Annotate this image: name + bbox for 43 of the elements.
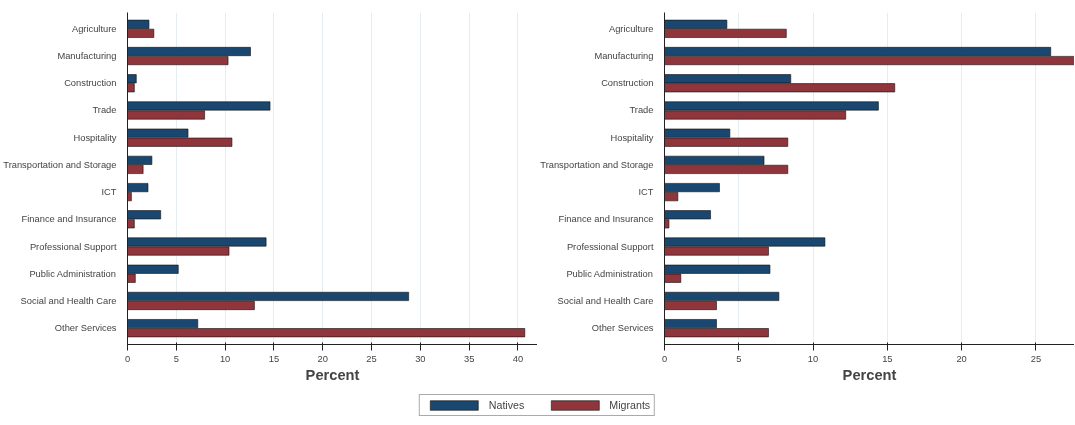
y-tick-label: Social and Health Care: [20, 295, 117, 306]
x-axis-title: Percent: [305, 366, 360, 383]
y-tick-label: ICT: [101, 187, 117, 198]
x-tick-label: 5: [736, 353, 742, 364]
y-tick-label: Public Administration: [566, 268, 653, 279]
y-tick-label: Manufacturing: [57, 51, 117, 62]
x-tick-label: 20: [956, 353, 967, 364]
y-tick-label: Agriculture: [608, 23, 654, 34]
y-tick-label: Professional Support: [29, 241, 117, 252]
y-tick-label: Transportation and Storage: [3, 159, 117, 170]
y-tick-label: Other Services: [591, 323, 654, 334]
x-tick-label: 35: [463, 353, 475, 364]
y-tick-label: Trade: [92, 105, 117, 116]
x-tick-label: 10: [807, 353, 819, 364]
y-tick-label: Trade: [629, 105, 654, 116]
y-tick-label: Finance and Insurance: [558, 214, 654, 225]
y-tick-label: Public Administration: [29, 268, 116, 279]
x-tick-label: 0: [124, 353, 131, 364]
x-axis-title: Percent: [842, 366, 897, 383]
x-tick-label: 25: [1030, 353, 1042, 364]
y-tick-label: Transportation and Storage: [540, 159, 654, 170]
y-tick-label: Hospitality: [73, 132, 117, 143]
x-tick-label: 0: [661, 353, 668, 364]
y-tick-label: Social and Health Care: [557, 295, 654, 306]
y-tick-label: Construction: [64, 78, 117, 89]
legend-label: Migrants: [609, 399, 651, 411]
y-tick-label: ICT: [638, 187, 654, 198]
y-tick-label: Professional Support: [566, 241, 654, 252]
x-tick-label: 15: [882, 353, 893, 364]
legend-label: Natives: [488, 399, 525, 411]
y-tick-label: Hospitality: [610, 132, 654, 143]
y-tick-label: Construction: [601, 78, 654, 89]
y-tick-label: Manufacturing: [594, 51, 654, 62]
y-tick-label: Agriculture: [71, 23, 117, 34]
y-tick-label: Other Services: [54, 323, 117, 334]
x-tick-label: 15: [268, 353, 280, 364]
x-tick-label: 20: [317, 353, 328, 364]
x-tick-label: 30: [415, 353, 426, 364]
x-tick-label: 40: [512, 353, 524, 364]
y-tick-label: Finance and Insurance: [21, 214, 117, 225]
x-tick-label: 25: [366, 353, 377, 364]
x-tick-label: 10: [219, 353, 231, 364]
x-tick-label: 5: [173, 353, 179, 364]
